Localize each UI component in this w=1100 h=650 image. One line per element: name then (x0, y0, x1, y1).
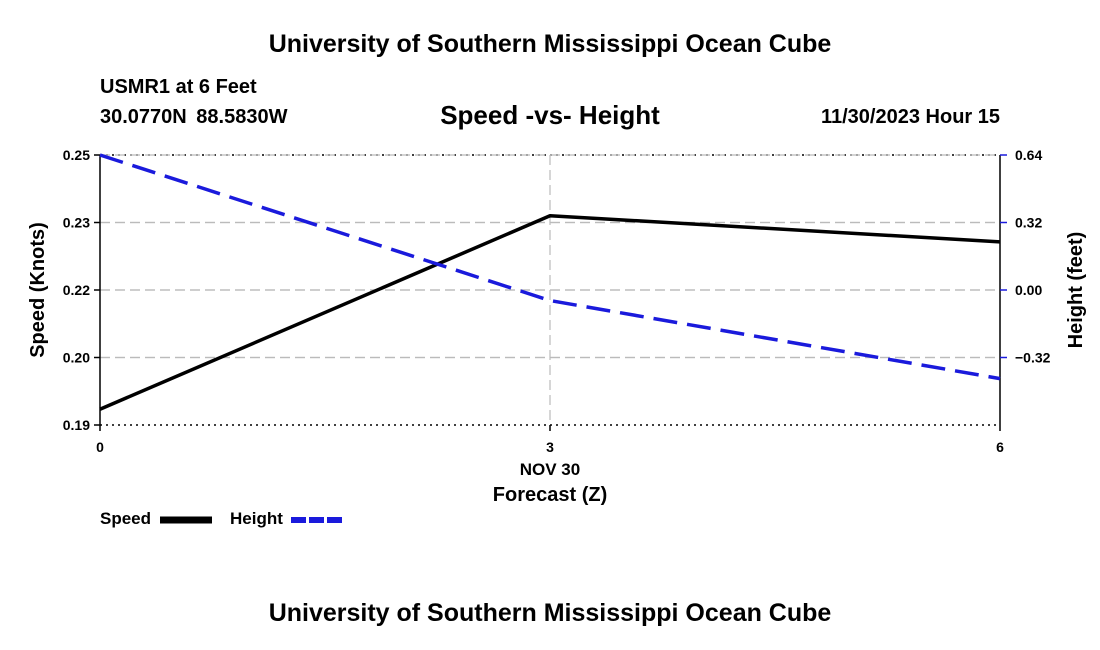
series-line-height (99, 153, 1001, 381)
y-left-tick-label: 0.22 (63, 282, 90, 298)
x-tick-label: 0 (96, 439, 104, 455)
forecast-datetime: 11/30/2023 Hour 15 (820, 106, 1000, 128)
y-right-axis-title: Height (feet) (1065, 232, 1087, 349)
y-right-tick-label: 0.32 (1015, 215, 1042, 231)
x-tick-label: 6 (996, 439, 1004, 455)
x-axis-title: Forecast (Z) (493, 484, 607, 506)
chart-subtitle: Speed -vs- Height (440, 100, 660, 130)
chart-top-title: University of Southern Mississippi Ocean… (268, 30, 832, 58)
legend-speed-label: Speed (100, 509, 152, 528)
y-right-tick-label: 0.64 (1015, 147, 1042, 163)
y-left-tick-label: 0.19 (63, 417, 90, 433)
y-right-tick-label: −0.32 (1015, 350, 1051, 366)
y-right-tick-label: 0.00 (1015, 282, 1042, 298)
y-left-tick-label: 0.25 (63, 147, 90, 163)
station-label: USMR1 at 6 Feet (100, 76, 257, 98)
series-line-speed (99, 214, 1001, 411)
y-left-tick-label: 0.20 (63, 350, 90, 366)
y-left-tick-label: 0.23 (63, 215, 90, 231)
y-left-axis-title: Speed (Knots) (27, 222, 49, 358)
x-tick-label: 3 (546, 439, 554, 455)
x-axis-date-label: NOV 30 (520, 460, 580, 479)
chart-bottom-title: University of Southern Mississippi Ocean… (268, 599, 832, 627)
station-coordinates: 30.0770N 88.5830W (100, 106, 288, 128)
legend-height-label: Height (230, 509, 283, 528)
